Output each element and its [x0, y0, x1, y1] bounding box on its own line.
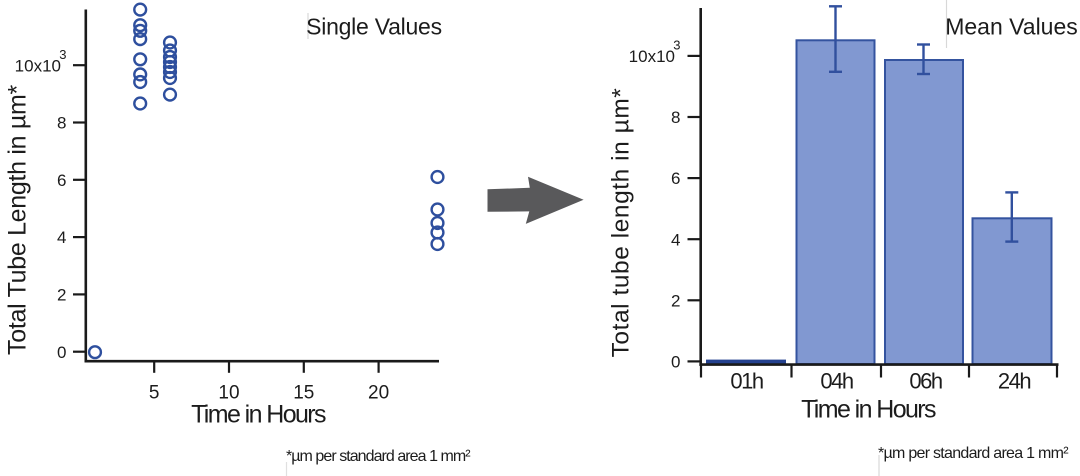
svg-text:4: 4 [671, 230, 680, 249]
svg-text:Time in Hours: Time in Hours [801, 396, 936, 424]
svg-text:10x10: 10x10 [629, 47, 675, 66]
svg-text:10x10: 10x10 [15, 56, 61, 75]
svg-text:2: 2 [57, 286, 66, 305]
svg-text:Single Values: Single Values [306, 14, 442, 40]
svg-text:Total tube length in µm*: Total tube length in µm* [608, 88, 635, 358]
svg-text:10: 10 [218, 383, 239, 404]
svg-text:04h: 04h [820, 369, 852, 394]
svg-text:6: 6 [57, 171, 66, 190]
svg-text:*µm per standard area 1 mm²: *µm per standard area 1 mm² [286, 448, 471, 465]
svg-text:3: 3 [673, 38, 680, 53]
svg-text:Mean Values: Mean Values [945, 13, 1078, 39]
svg-text:3: 3 [59, 47, 66, 62]
svg-text:4: 4 [57, 228, 66, 247]
svg-text:Total Tube Length in µm*: Total Tube Length in µm* [4, 84, 32, 354]
svg-text:5: 5 [149, 383, 160, 404]
svg-text:8: 8 [671, 108, 680, 127]
svg-text:2: 2 [671, 291, 680, 310]
svg-text:24h: 24h [998, 369, 1030, 394]
svg-text:8: 8 [57, 114, 66, 133]
svg-text:15: 15 [293, 383, 314, 404]
svg-text:06h: 06h [909, 369, 941, 394]
svg-text:Time in Hours: Time in Hours [191, 401, 326, 429]
svg-text:*µm per standard area 1 mm²: *µm per standard area 1 mm² [878, 445, 1069, 462]
svg-text:20: 20 [368, 383, 389, 404]
svg-text:01h: 01h [730, 369, 762, 394]
svg-text:0: 0 [671, 353, 680, 372]
svg-text:6: 6 [671, 169, 680, 188]
svg-text:0: 0 [57, 343, 66, 362]
